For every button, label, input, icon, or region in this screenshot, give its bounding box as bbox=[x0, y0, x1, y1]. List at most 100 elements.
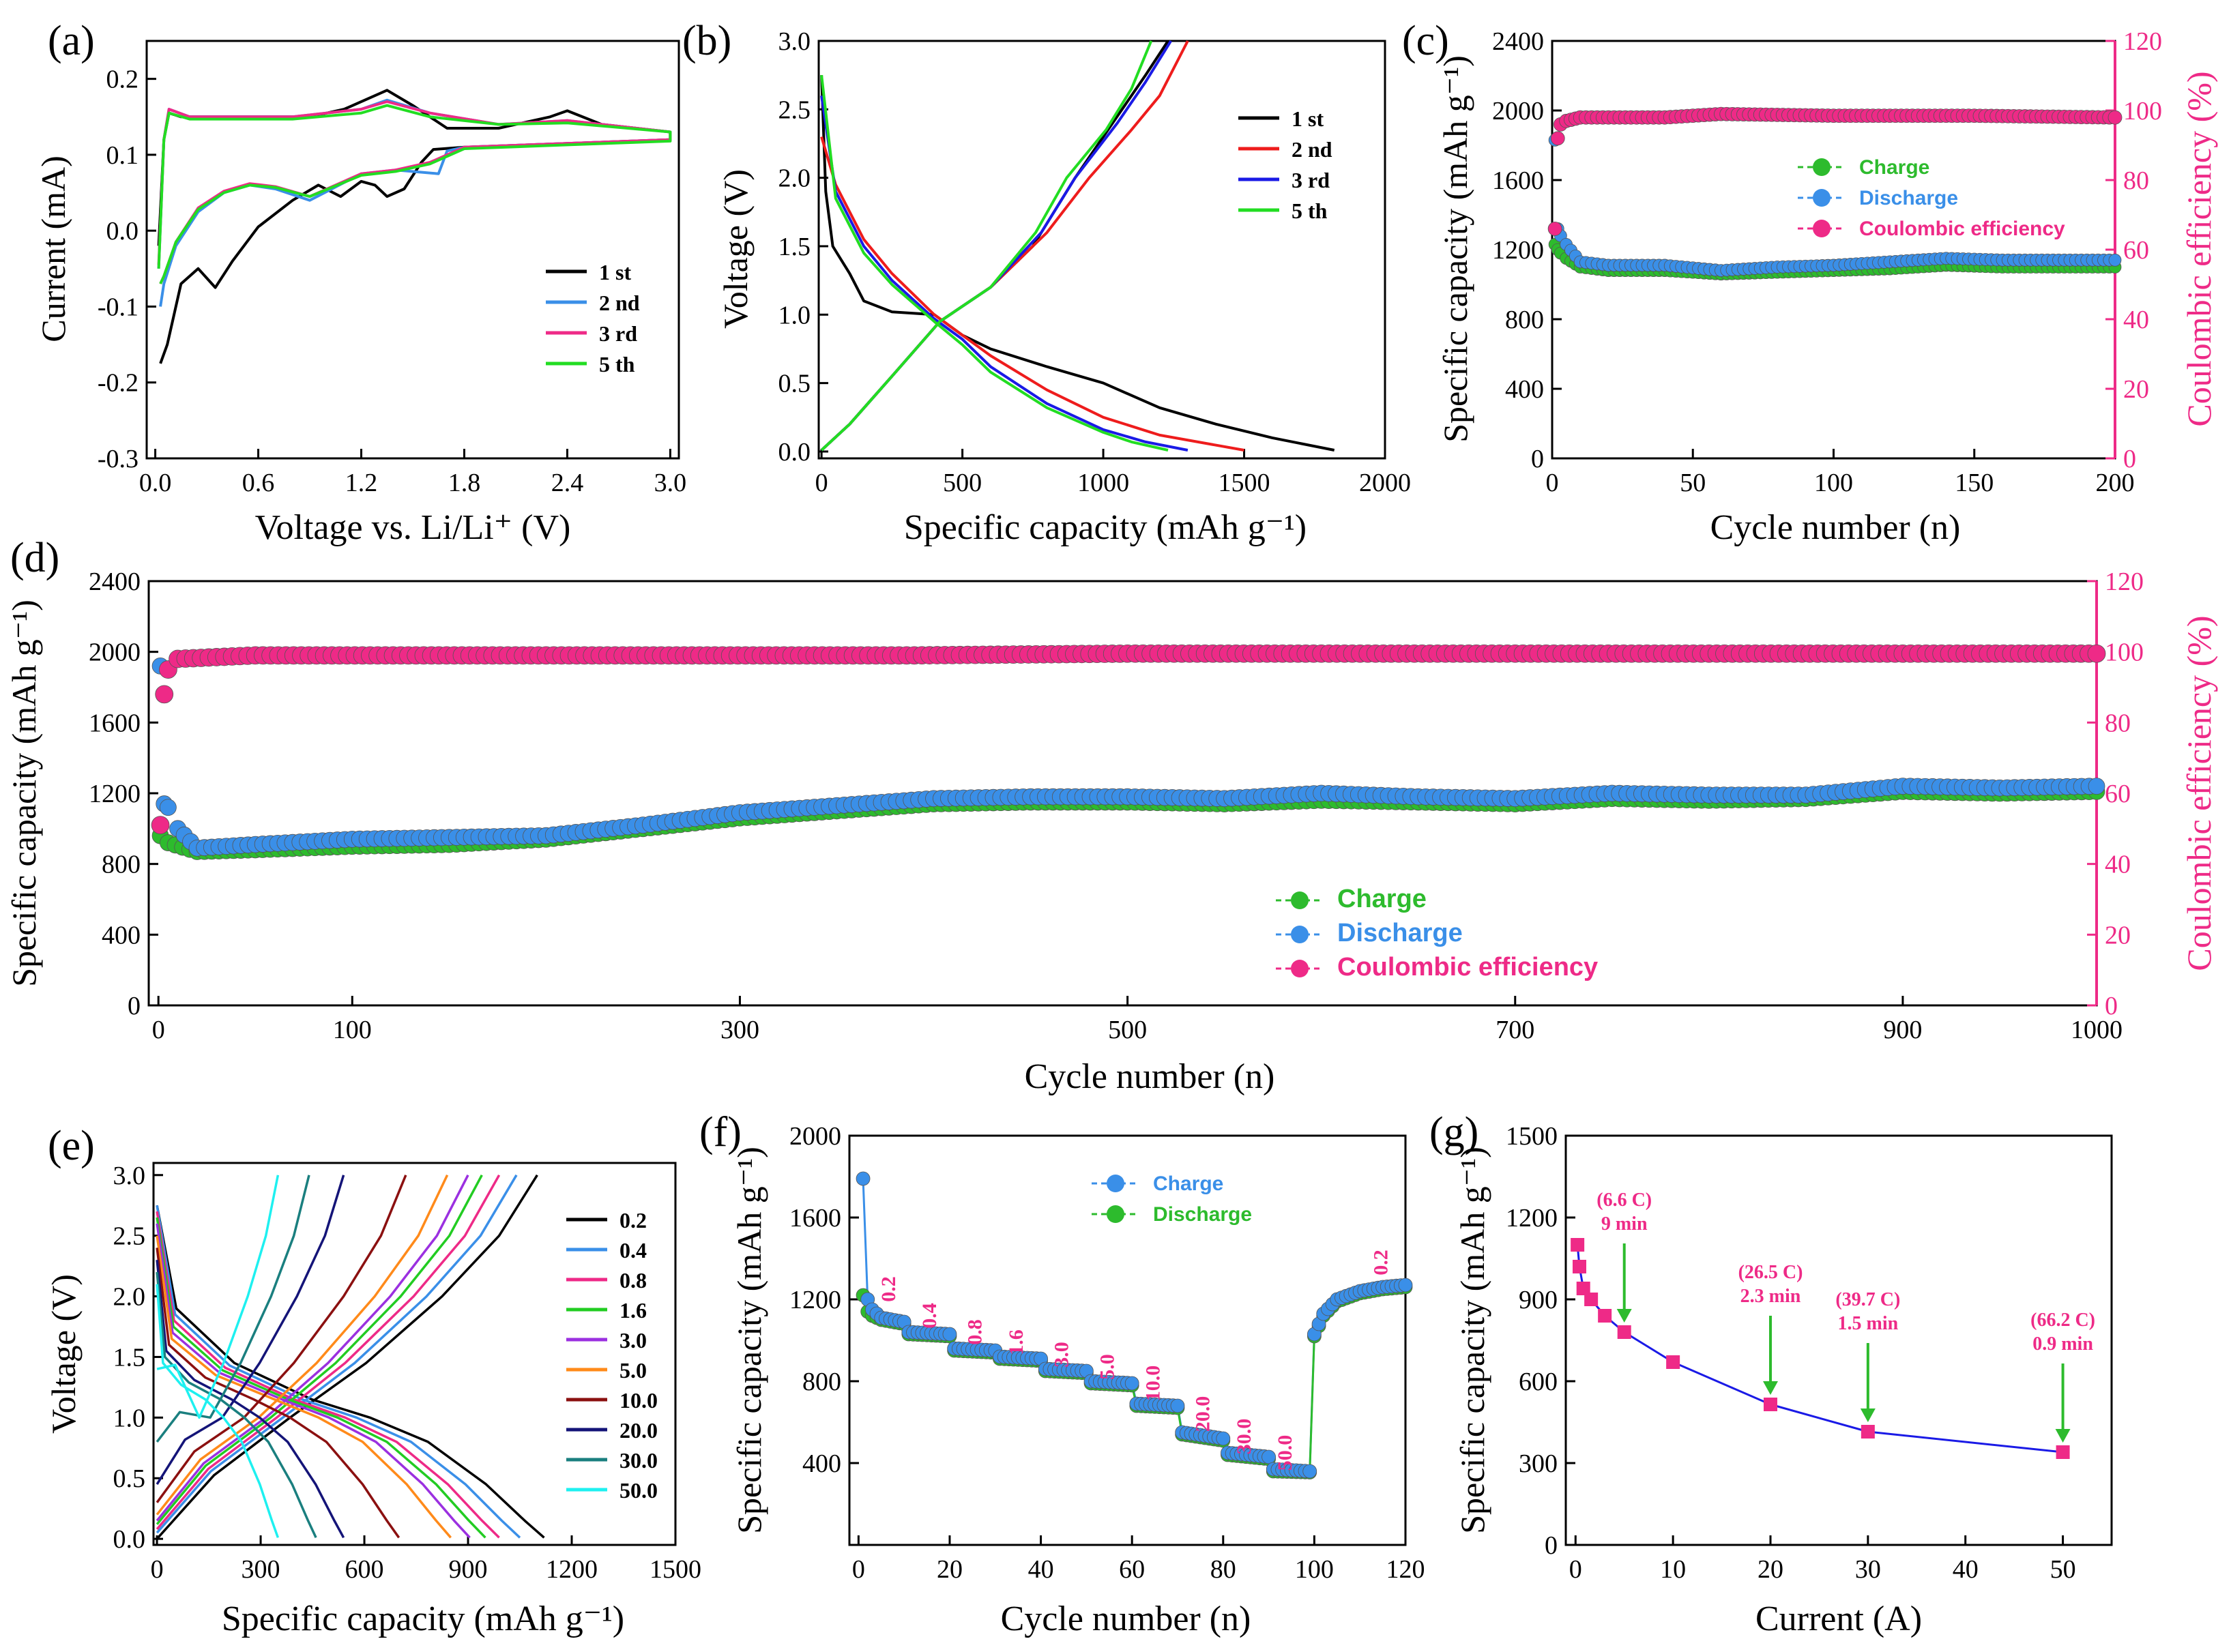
panel-a: (a) 0.0 0.6 1.2 1.8 2.4 3.0 -0.3 -0.2 -0.1 0.0 0.1 0… bbox=[34, 18, 686, 547]
gcd-curve bbox=[820, 74, 1169, 452]
rate-charge-curve bbox=[156, 1175, 280, 1419]
rate-discharge-curve bbox=[156, 1260, 345, 1539]
y-tick-label: 3.0 bbox=[778, 27, 811, 56]
y-tick-label: -0.3 bbox=[98, 445, 138, 473]
rate-point bbox=[2056, 1445, 2070, 1459]
x-tick-label: 1000 bbox=[2071, 1016, 2123, 1044]
x-tick-label: 500 bbox=[943, 469, 982, 497]
legend-label: Discharge bbox=[1337, 919, 1463, 947]
y-tick-label: 2000 bbox=[89, 638, 141, 667]
x-tick-label: 20 bbox=[937, 1555, 963, 1584]
x-tick-label: 2000 bbox=[1359, 469, 1411, 497]
x-tick-label: 0 bbox=[1569, 1555, 1582, 1584]
legend-label: 30.0 bbox=[619, 1448, 658, 1473]
annotation-line1: (6.6 C) bbox=[1596, 1190, 1652, 1211]
x-tick-label: 700 bbox=[1496, 1016, 1534, 1044]
x-tick-label: 100 bbox=[333, 1016, 372, 1044]
legend-label: 3 rd bbox=[1292, 168, 1330, 192]
legend-label: 1 st bbox=[1292, 106, 1324, 131]
legend-label: Charge bbox=[1337, 885, 1427, 913]
plot-frame bbox=[1551, 40, 2116, 460]
y-tick-label: 1.0 bbox=[778, 301, 811, 329]
panel-d: (d)0 100 300 500 700 900 100004008001200160020… bbox=[5, 535, 2218, 1096]
annotation-line2: 0.9 min bbox=[2032, 1333, 2093, 1355]
charge-point bbox=[1124, 1376, 1139, 1391]
rate-label: 20.0 bbox=[1192, 1396, 1214, 1432]
y-tick-label: 2000 bbox=[1492, 97, 1544, 126]
legend-label: 5 th bbox=[1292, 198, 1328, 223]
x-tick-label: 30 bbox=[1855, 1555, 1881, 1584]
plot-frame bbox=[152, 1162, 677, 1546]
gcd-curve bbox=[820, 75, 1335, 452]
legend-label: 5.0 bbox=[619, 1358, 647, 1383]
y2-axis-label: Coulombic efficiency (%) bbox=[2180, 615, 2218, 971]
rate-label: 5.0 bbox=[1096, 1354, 1118, 1380]
charge-point bbox=[1302, 1464, 1317, 1479]
gcd-curve bbox=[820, 136, 1244, 452]
annotation-arrow-head bbox=[1616, 1309, 1632, 1323]
x-axis-label: Voltage vs. Li/Li⁺ (V) bbox=[255, 508, 571, 547]
y2-tick-label: 40 bbox=[2123, 306, 2149, 334]
x-tick-label: 900 bbox=[1883, 1016, 1922, 1044]
panel-f: (f) 0 20 40 60 80 100 120 400 800 1200 1600 2000 Cycl… bbox=[699, 1109, 1425, 1638]
cv-curve bbox=[157, 100, 672, 284]
legend-marker bbox=[1291, 926, 1309, 943]
rate-charge-curve bbox=[156, 1174, 483, 1525]
annotation-arrow-head bbox=[1860, 1408, 1876, 1422]
legend-marker bbox=[1107, 1175, 1124, 1192]
ce-point bbox=[1547, 221, 1562, 236]
y-tick-label: 900 bbox=[1519, 1286, 1558, 1314]
annotation-line2: 1.5 min bbox=[1838, 1313, 1899, 1334]
legend-label: 10.0 bbox=[619, 1388, 658, 1413]
x-tick-label: 40 bbox=[1953, 1555, 1979, 1584]
annotation-arrow-head bbox=[1763, 1381, 1778, 1395]
rate-point bbox=[1576, 1282, 1590, 1295]
plot-frame bbox=[1564, 1134, 2113, 1546]
x-tick-label: 50 bbox=[2050, 1555, 2076, 1584]
y2-tick-label: 120 bbox=[2123, 27, 2162, 56]
rate-discharge-curve bbox=[156, 1217, 486, 1539]
legend-marker bbox=[1813, 158, 1831, 176]
rate-charge-curve bbox=[156, 1174, 501, 1531]
rate-discharge-curve bbox=[156, 1248, 400, 1539]
y-tick-label: 0.0 bbox=[106, 217, 139, 246]
panel-b: (b) 0 500 1000 1500 2000 0.0 0.5 1.0 1.5 2.0 2.5 3.0… bbox=[682, 18, 1411, 547]
panel-label: (g) bbox=[1429, 1109, 1478, 1155]
rate-discharge-curve bbox=[156, 1211, 500, 1539]
y-tick-label: 1200 bbox=[789, 1286, 841, 1314]
panel-label: (f) bbox=[699, 1109, 742, 1155]
legend-label: 3.0 bbox=[619, 1328, 647, 1353]
ce-point bbox=[155, 685, 174, 704]
x-tick-label: 1.2 bbox=[345, 469, 378, 497]
y-tick-label: 0 bbox=[1545, 1531, 1558, 1560]
y-tick-label: 0 bbox=[128, 992, 141, 1020]
y-tick-label: 1.0 bbox=[113, 1404, 146, 1432]
y2-tick-label: 100 bbox=[2123, 97, 2162, 126]
gcd-curve bbox=[820, 95, 1189, 452]
x-tick-label: 1.8 bbox=[448, 469, 481, 497]
rate-charge-curve bbox=[156, 1175, 345, 1486]
y-tick-label: 800 bbox=[802, 1368, 841, 1396]
y-axis-label: Specific capacity (mAh g⁻¹) bbox=[5, 600, 43, 987]
legend-label: Charge bbox=[1153, 1172, 1223, 1195]
y-tick-label: 2000 bbox=[789, 1122, 841, 1151]
charge-point bbox=[1216, 1431, 1231, 1446]
discharge-point bbox=[2088, 778, 2105, 795]
rate-point bbox=[1764, 1398, 1777, 1411]
y-tick-label: 1.5 bbox=[778, 233, 811, 261]
plot-frame bbox=[145, 40, 680, 460]
x-axis-label: Specific capacity (mAh g⁻¹) bbox=[222, 1599, 624, 1638]
x-tick-label: 100 bbox=[1814, 469, 1853, 497]
y2-tick-label: 60 bbox=[2105, 780, 2131, 808]
rate-discharge-curve bbox=[156, 1205, 545, 1539]
x-tick-label: 0 bbox=[815, 469, 828, 497]
x-tick-label: 10 bbox=[1660, 1555, 1686, 1584]
y-tick-label: 1200 bbox=[1492, 236, 1544, 265]
rate-label: 0.8 bbox=[964, 1319, 987, 1345]
plot-frame bbox=[848, 1134, 1407, 1546]
rate-discharge-curve bbox=[156, 1205, 521, 1539]
y-tick-label: 2.0 bbox=[778, 164, 811, 193]
y-tick-label: 0.5 bbox=[778, 370, 811, 398]
y-tick-label: 2.5 bbox=[113, 1222, 146, 1251]
